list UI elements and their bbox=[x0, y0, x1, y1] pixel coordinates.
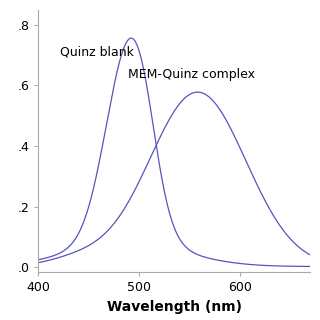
Text: MEM-Quinz complex: MEM-Quinz complex bbox=[128, 68, 255, 81]
Text: Quinz blank: Quinz blank bbox=[60, 45, 134, 58]
X-axis label: Wavelength (nm): Wavelength (nm) bbox=[107, 300, 242, 314]
